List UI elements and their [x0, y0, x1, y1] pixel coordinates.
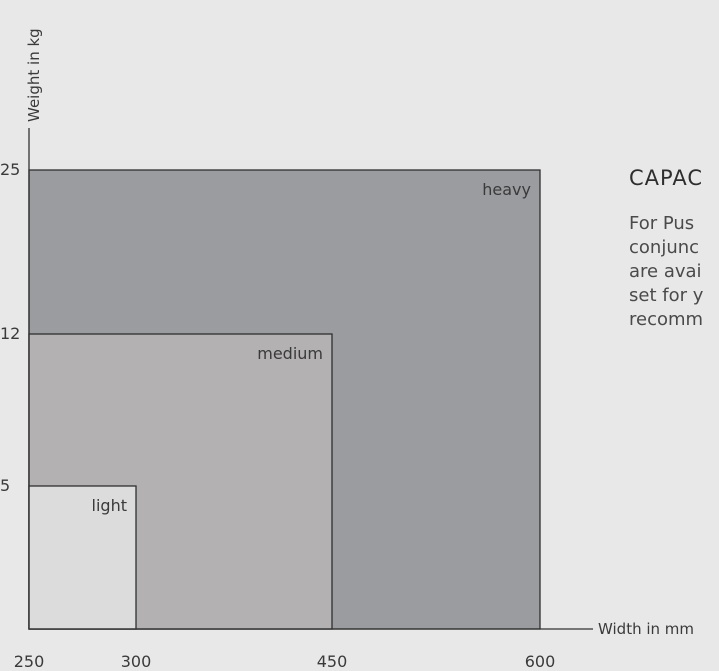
y-tick-label: 5	[0, 476, 10, 495]
region-label-heavy: heavy	[482, 180, 531, 199]
capacity-regions: heavy medium light	[28, 169, 541, 630]
x-tick-label: 250	[14, 652, 45, 671]
y-tick-label: 25	[0, 160, 20, 179]
region-label-light: light	[92, 496, 127, 515]
description-line: recomm	[629, 309, 704, 330]
description-line: For Pus	[629, 213, 695, 234]
capacity-panel: CAPAC For Pus conjunc are avai set for y…	[629, 166, 719, 332]
y-tick-label: 12	[0, 324, 20, 343]
x-axis-title: Width in mm	[598, 620, 694, 638]
tick-labels: 250 300 450 600 5 12 25	[0, 160, 555, 671]
x-tick-label: 600	[525, 652, 556, 671]
chart-axes: Weight in kg Width in mm	[25, 28, 694, 638]
region-label-medium: medium	[257, 344, 323, 363]
capacity-description: For Pus conjunc are avai set for y recom…	[629, 212, 719, 332]
description-line: are avai	[629, 261, 702, 282]
region-light	[28, 485, 137, 630]
description-line: conjunc	[629, 237, 700, 258]
capacity-heading: CAPAC	[629, 166, 704, 190]
y-axis-title: Weight in kg	[25, 28, 43, 122]
x-tick-label: 450	[317, 652, 348, 671]
x-tick-label: 300	[121, 652, 152, 671]
description-line: set for y	[629, 285, 704, 306]
